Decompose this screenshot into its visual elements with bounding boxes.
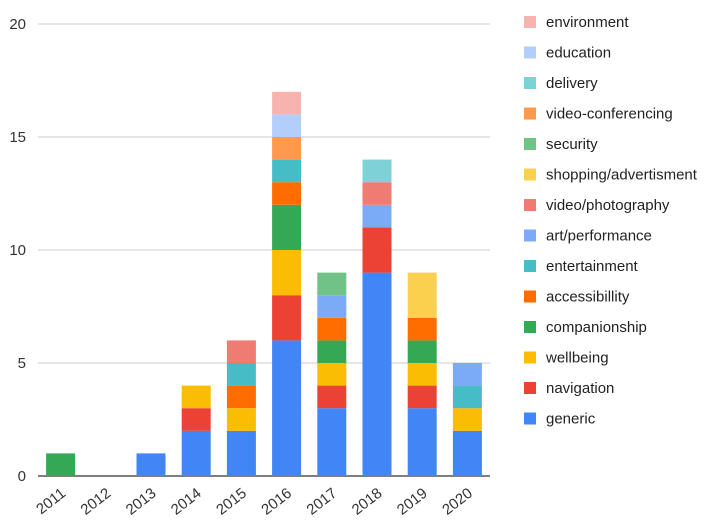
y-tick-label: 5	[18, 355, 26, 372]
bar-segment-education-2016	[272, 114, 302, 137]
bar-segment-navigation-2016	[272, 295, 302, 341]
bar-segment-generic-2017	[317, 408, 347, 476]
bar-segment-companionship-2019	[407, 340, 437, 363]
bar-segment-navigation-2019	[407, 385, 437, 409]
bar-segment-video-conferencing-2016	[272, 137, 302, 160]
legend-swatch	[524, 260, 536, 272]
x-tick-label: 2013	[123, 485, 160, 519]
bar-segment-generic-2016	[272, 340, 302, 476]
bar-segment-companionship-2011	[46, 453, 76, 476]
bar-segment-generic-2018	[362, 272, 392, 476]
legend-label: wellbeing	[545, 350, 609, 367]
bar-segment-wellbeing-2014	[181, 385, 211, 409]
legend-swatch	[524, 290, 536, 303]
bar-segment-navigation-2014	[181, 408, 211, 431]
x-tick-label: 2019	[394, 485, 431, 519]
bar-segment-accessibillity-2017	[317, 317, 347, 341]
bar-segment-generic-2015	[226, 430, 256, 476]
x-axis-ticks: 2011 2012 2013 2014 2015 2016 2017 2018 2019 2020	[33, 485, 476, 519]
bar-segment-wellbeing-2017	[317, 363, 347, 386]
legend-swatch	[524, 138, 536, 150]
bar-segment-wellbeing-2020	[452, 408, 482, 431]
bar-segment-entertainment-2016	[272, 159, 302, 183]
bar-segment-video-photography-2018	[362, 182, 392, 205]
legend-label: education	[546, 45, 611, 62]
legend-label: video/photography	[546, 197, 670, 214]
x-tick-label: 2018	[349, 485, 386, 519]
bar-segment-delivery-2018	[362, 159, 392, 183]
legend-swatch	[524, 168, 536, 181]
legend-label: entertainment	[546, 258, 639, 275]
legend-swatch	[524, 321, 536, 333]
bar-segment-navigation-2017	[317, 385, 347, 409]
x-tick-label: 2020	[439, 485, 476, 519]
bar-segment-art-performance-2020	[452, 363, 482, 386]
bar-segment-environment-2016	[272, 91, 302, 115]
x-tick-label: 2017	[303, 485, 340, 519]
legend-label: accessibillity	[546, 289, 630, 306]
y-tick-label: 0	[18, 468, 26, 485]
legend: environment education delivery video-confer…	[524, 14, 698, 428]
legend-label: delivery	[546, 75, 598, 92]
legend-swatch	[524, 229, 536, 242]
legend-label: generic	[546, 411, 596, 428]
bar-segment-art-performance-2018	[362, 204, 392, 228]
legend-swatch	[524, 351, 536, 364]
x-tick-label: 2014	[168, 485, 205, 519]
legend-swatch	[524, 107, 536, 120]
bar-segment-accessibillity-2019	[407, 317, 437, 341]
bar-segment-generic-2014	[181, 430, 211, 476]
bar-segment-shopping-advertisment-2019	[407, 272, 437, 318]
bar-segment-generic-2019	[407, 408, 437, 476]
legend-label: companionship	[546, 319, 647, 336]
y-tick-label: 20	[9, 16, 26, 33]
legend-swatch	[524, 46, 536, 59]
legend-label: art/performance	[546, 228, 652, 245]
x-tick-label: 2016	[258, 485, 295, 519]
legend-label: video-conferencing	[546, 106, 673, 123]
bar-segment-generic-2013	[136, 453, 166, 476]
bar-segment-navigation-2018	[362, 227, 392, 273]
legend-label: environment	[546, 14, 629, 31]
bar-segment-companionship-2017	[317, 340, 347, 363]
bar-segment-entertainment-2015	[226, 363, 256, 386]
legend-label: security	[546, 136, 598, 153]
bar-segment-security-2017	[317, 272, 347, 296]
y-tick-label: 10	[9, 242, 26, 259]
x-tick-label: 2012	[77, 485, 114, 519]
y-tick-label: 15	[9, 129, 26, 146]
bar-segment-video-photography-2015	[226, 340, 256, 363]
bar-segment-companionship-2016	[272, 204, 302, 250]
x-tick-label: 2015	[213, 485, 250, 519]
bar-segment-accessibillity-2016	[272, 182, 302, 205]
legend-swatch	[524, 16, 536, 28]
bar-segment-wellbeing-2016	[272, 250, 302, 296]
bar-segment-entertainment-2020	[452, 385, 482, 409]
legend-label: navigation	[546, 380, 614, 397]
bars	[46, 91, 482, 476]
legend-swatch	[524, 412, 536, 425]
x-tick-label: 2011	[33, 485, 69, 518]
y-axis-ticks: 0 5 10 15 20	[9, 16, 26, 485]
legend-label: shopping/advertisment	[546, 167, 698, 184]
legend-swatch	[524, 382, 536, 394]
legend-swatch	[524, 77, 536, 89]
bar-segment-accessibillity-2015	[226, 385, 256, 409]
legend-swatch	[524, 199, 536, 211]
bar-segment-wellbeing-2015	[226, 408, 256, 431]
bar-segment-wellbeing-2019	[407, 363, 437, 386]
bar-segment-art-performance-2017	[317, 295, 347, 318]
bar-segment-generic-2020	[452, 430, 482, 476]
